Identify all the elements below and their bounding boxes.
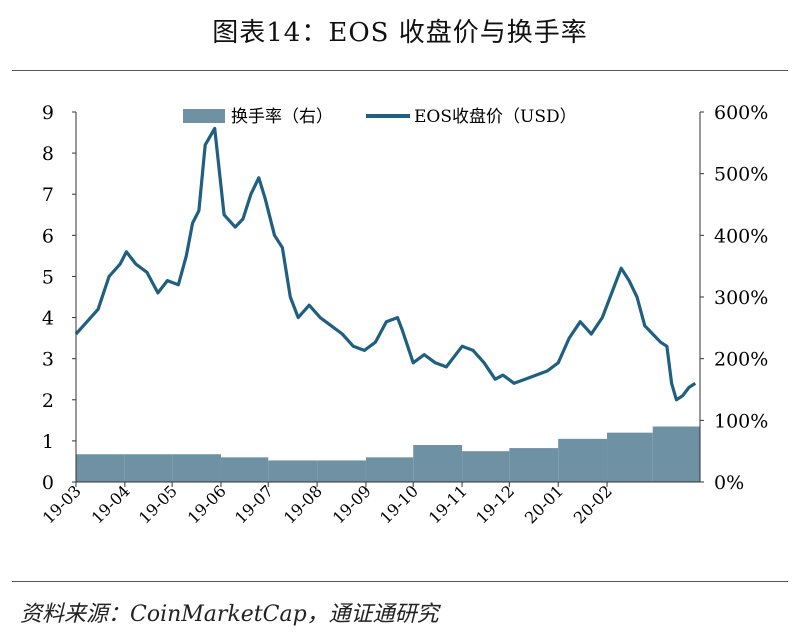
price-line	[74, 126, 697, 402]
x-tick-label: 19-11	[425, 481, 471, 527]
price-series-line	[74, 126, 697, 402]
left-tick-label: 8	[42, 143, 54, 165]
turnover-bar	[268, 460, 318, 482]
x-tick-label: 19-09	[329, 481, 375, 527]
legend-line-label: EOS收盘价（USD）	[414, 107, 577, 127]
chart-title: 图表14：EOS 收盘价与换手率	[212, 18, 588, 48]
legend: 换手率（右） EOS收盘价（USD）	[183, 107, 577, 127]
turnover-bar	[413, 445, 463, 482]
x-tick-label: 19-12	[472, 481, 518, 527]
legend-bar-label: 换手率（右）	[231, 107, 333, 127]
turnover-bar	[509, 448, 559, 482]
turnover-bar	[558, 438, 608, 482]
turnover-bar	[220, 457, 269, 482]
right-tick-label: 600%	[714, 102, 768, 124]
left-tick-label: 3	[42, 349, 54, 371]
turnover-bar	[607, 432, 653, 482]
turnover-bar	[76, 454, 125, 482]
x-tick-label: 19-04	[88, 481, 134, 527]
turnover-bar	[365, 457, 414, 482]
left-tick-label: 1	[42, 431, 54, 453]
turnover-bar	[462, 451, 510, 482]
right-tick-label: 400%	[714, 225, 768, 247]
x-tick-label: 20-02	[570, 481, 616, 527]
source-note: 资料来源：CoinMarketCap，通证通研究	[20, 602, 439, 627]
left-tick-label: 2	[42, 390, 54, 412]
legend-bar-swatch	[183, 109, 225, 123]
turnover-bar	[652, 426, 700, 482]
right-tick-label: 500%	[714, 164, 768, 186]
left-tick-label: 6	[42, 225, 54, 247]
left-tick-label: 9	[42, 102, 54, 124]
x-tick-label: 19-07	[231, 481, 277, 527]
x-tick-label: 19-06	[184, 481, 230, 527]
left-tick-label: 5	[42, 266, 54, 288]
left-tick-label: 4	[42, 308, 54, 330]
right-tick-label: 100%	[714, 410, 768, 432]
turnover-bar	[172, 454, 221, 482]
x-tick-label: 19-10	[376, 481, 422, 527]
left-tick-label: 0	[42, 472, 54, 494]
x-tick-label: 20-01	[521, 481, 567, 527]
x-tick-label: 19-08	[280, 481, 326, 527]
top-rule	[12, 70, 788, 71]
right-tick-label: 300%	[714, 287, 768, 309]
turnover-bar	[317, 460, 366, 482]
turnover-bar	[124, 454, 173, 482]
bottom-rule	[12, 581, 788, 582]
left-tick-label: 7	[42, 184, 54, 206]
x-tick-label: 19-05	[135, 481, 181, 527]
right-tick-label: 0%	[714, 472, 744, 494]
right-tick-label: 200%	[714, 349, 768, 371]
turnover-bars	[76, 426, 700, 482]
